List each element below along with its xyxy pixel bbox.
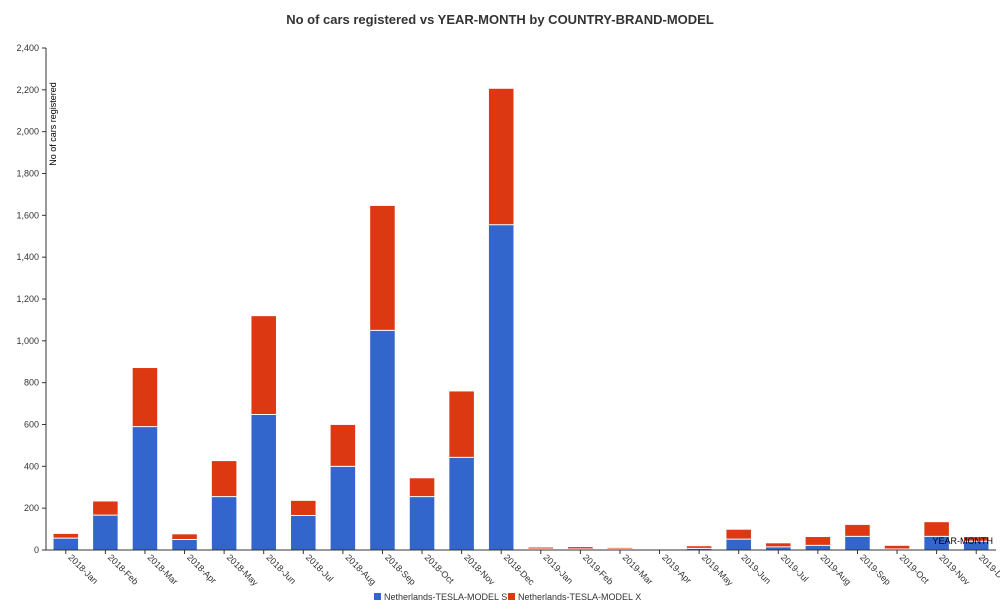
bar-model-x-2018-feb[interactable] (93, 501, 118, 516)
x-tick-label: 2019-Jul (779, 552, 810, 583)
legend-swatch (508, 593, 515, 600)
x-tick-label: 2018-Apr (185, 552, 218, 585)
x-tick-label: 2019-May (700, 552, 736, 588)
bar-model-s-2018-jul[interactable] (291, 515, 316, 550)
x-axis-title: YEAR-MONTH (933, 536, 994, 546)
x-tick-label: 2018-Feb (106, 552, 140, 586)
legend-label: Netherlands-TESLA-MODEL S (384, 592, 507, 602)
y-tick-label: 2,400 (16, 43, 39, 53)
bar-model-x-2019-jul[interactable] (766, 543, 791, 547)
y-tick-label: 2,000 (16, 127, 39, 137)
x-tick-label: 2019-Sep (858, 552, 893, 587)
y-tick-label: 1,800 (16, 169, 39, 179)
bar-model-s-2019-nov[interactable] (924, 536, 949, 550)
x-tick-label: 2018-Sep (383, 552, 418, 587)
bar-model-s-2018-jun[interactable] (251, 414, 276, 550)
x-tick-label: 2018-Jan (66, 552, 100, 586)
x-tick-label: 2018-Jul (304, 552, 335, 583)
bar-model-s-2018-feb[interactable] (93, 515, 118, 550)
bar-model-x-2019-sep[interactable] (845, 524, 870, 537)
bar-model-x-2018-mar[interactable] (132, 368, 158, 427)
y-ticks-group: 0 200 400 600 800 1,000 1,200 1,400 1,600 1,800 2,… (16, 43, 46, 555)
bar-model-s-2019-aug[interactable] (805, 545, 831, 550)
y-tick-label: 1,600 (16, 210, 39, 220)
bar-model-s-2019-jun[interactable] (726, 539, 751, 550)
bar-model-x-2018-jun[interactable] (251, 316, 276, 415)
y-tick-label: 0 (34, 545, 39, 555)
bar-model-x-2019-dec[interactable] (963, 537, 989, 542)
bars-group (53, 88, 989, 550)
bar-model-s-2019-oct[interactable] (884, 548, 910, 550)
bar-model-x-2019-oct[interactable] (884, 545, 910, 549)
bar-model-s-2018-oct[interactable] (409, 496, 435, 550)
x-tick-label: 2019-Jun (739, 552, 773, 586)
x-tick-label: 2018-Oct (423, 552, 457, 586)
y-axis-title: No of cars registered (48, 82, 58, 166)
bar-model-s-2018-dec[interactable] (488, 224, 514, 550)
bar-model-s-2019-dec[interactable] (963, 541, 989, 550)
bar-model-x-2019-nov[interactable] (924, 522, 949, 537)
x-tick-label: 2018-Mar (146, 552, 180, 586)
bar-model-x-2019-feb[interactable] (568, 547, 593, 549)
bar-model-x-2019-may[interactable] (686, 546, 712, 549)
bar-model-x-2019-jun[interactable] (726, 529, 751, 540)
bar-model-s-2018-aug[interactable] (330, 466, 356, 550)
bar-model-s-2019-may[interactable] (686, 548, 712, 550)
bar-model-s-2018-mar[interactable] (132, 426, 158, 550)
x-tick-label: 2018-Nov (462, 552, 497, 587)
bar-model-x-2018-oct[interactable] (409, 478, 435, 497)
bar-model-x-2019-mar[interactable] (607, 547, 633, 549)
chart-title: No of cars registered vs YEAR-MONTH by C… (286, 12, 714, 27)
bar-model-x-2018-dec[interactable] (488, 88, 514, 225)
x-tick-label: 2019-Feb (581, 552, 615, 586)
bar-model-s-2018-apr[interactable] (172, 539, 197, 550)
bar-model-x-2018-aug[interactable] (330, 424, 356, 467)
bar-model-x-2018-apr[interactable] (172, 534, 197, 540)
legend-swatch (374, 593, 381, 600)
y-tick-label: 1,000 (16, 336, 39, 346)
x-tick-label: 2018-Dec (502, 552, 537, 587)
bar-model-x-2019-aug[interactable] (805, 537, 831, 546)
bar-model-s-2019-sep[interactable] (845, 536, 870, 550)
bar-model-x-2018-jul[interactable] (291, 500, 316, 516)
x-ticks-group: 2018-Jan 2018-Feb 2018-Mar 2018-Apr 2018-May… (65, 550, 1000, 588)
bar-model-x-2018-sep[interactable] (370, 205, 395, 331)
bar-model-s-2018-sep[interactable] (370, 330, 395, 550)
bar-model-x-2018-may[interactable] (211, 461, 237, 497)
bar-model-s-2018-nov[interactable] (449, 457, 474, 550)
x-tick-label: 2018-Aug (343, 552, 378, 587)
x-tick-label: 2018-Jun (264, 552, 298, 586)
y-tick-label: 600 (24, 420, 39, 430)
x-tick-label: 2019-Mar (621, 552, 655, 586)
y-tick-label: 400 (24, 461, 39, 471)
y-tick-label: 200 (24, 503, 39, 513)
bar-model-x-2019-jan[interactable] (528, 547, 554, 549)
bar-model-s-2018-jan[interactable] (53, 538, 79, 550)
legend-label: Netherlands-TESLA-MODEL X (518, 592, 641, 602)
x-tick-label: 2019-Apr (660, 552, 693, 585)
bar-model-s-2018-may[interactable] (211, 496, 237, 550)
x-tick-label: 2019-Jan (541, 552, 575, 586)
x-tick-label: 2018-May (225, 552, 261, 588)
bar-model-x-2018-nov[interactable] (449, 391, 474, 458)
y-tick-label: 1,200 (16, 294, 39, 304)
bar-model-s-2019-mar[interactable] (607, 548, 633, 550)
bar-model-x-2018-jan[interactable] (53, 533, 79, 539)
x-tick-label: 2019-Aug (818, 552, 853, 587)
bar-model-s-2019-feb[interactable] (568, 548, 593, 550)
x-tick-label: 2019-Oct (898, 552, 932, 586)
y-tick-label: 2,200 (16, 85, 39, 95)
bar-model-s-2019-jul[interactable] (766, 546, 791, 550)
x-tick-label: 2019-Nov (937, 552, 972, 587)
y-tick-label: 1,400 (16, 252, 39, 262)
legend: Netherlands-TESLA-MODEL S Netherlands-TES… (374, 592, 641, 602)
x-tick-label: 2019-Dec (977, 552, 1000, 587)
y-tick-label: 800 (24, 378, 39, 388)
bar-model-s-2019-jan[interactable] (528, 548, 554, 550)
